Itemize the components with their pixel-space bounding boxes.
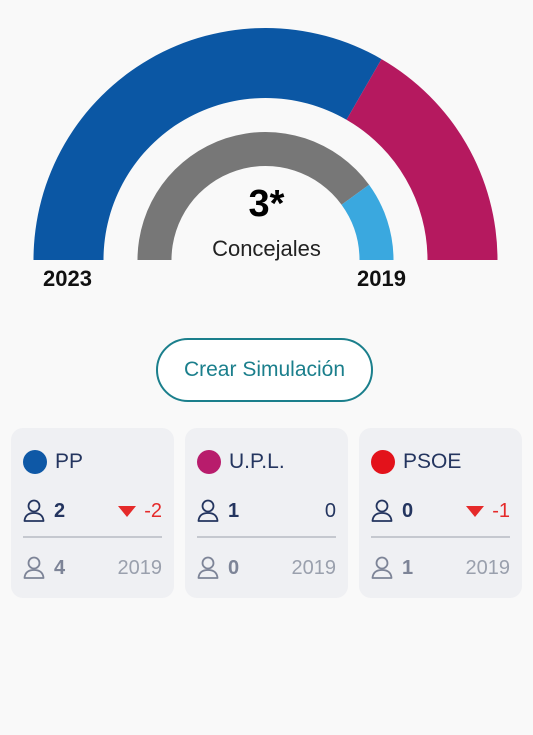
person-icon xyxy=(371,556,393,579)
seats-current: 1 xyxy=(228,499,240,522)
party-card-upl[interactable]: U.P.L. 1 0 0 2019 xyxy=(185,428,348,598)
seats-diff-value: -1 xyxy=(492,499,510,522)
total-seats-label: Concejales xyxy=(212,236,321,261)
seats-diff-value: 0 xyxy=(324,499,336,522)
person-icon xyxy=(371,499,393,522)
person-icon xyxy=(23,499,45,522)
party-color-dot xyxy=(197,450,221,474)
seats-previous: 1 xyxy=(402,556,414,579)
party-color-dot xyxy=(371,450,395,474)
seats-diff: -2 xyxy=(118,500,162,523)
down-triangle-icon xyxy=(466,505,485,517)
person-icon xyxy=(197,556,219,579)
party-card-pp[interactable]: PP 2 -2 4 2019 xyxy=(11,428,174,598)
seats-current: 2 xyxy=(54,499,66,522)
divider xyxy=(23,536,162,538)
year-current-label: 2023 xyxy=(43,266,92,291)
previous-year: 2019 xyxy=(465,556,511,579)
divider xyxy=(371,536,510,538)
create-simulation-button[interactable]: Crear Simulación xyxy=(156,338,373,402)
inner-ring-segment-psoe xyxy=(341,184,394,260)
total-seats: 3* xyxy=(248,183,285,225)
party-color-dot xyxy=(23,450,47,474)
outer-ring-segment-pp xyxy=(33,27,382,260)
person-icon xyxy=(23,556,45,579)
party-name: PSOE xyxy=(403,450,462,473)
divider xyxy=(197,536,336,538)
seats-diff-value: -2 xyxy=(144,499,162,522)
outer-ring-segment-u-p-l xyxy=(346,59,498,260)
seats-current: 0 xyxy=(402,499,414,522)
seats-diff: 0 xyxy=(325,500,336,523)
previous-year: 2019 xyxy=(117,556,163,579)
seats-previous: 0 xyxy=(228,556,240,579)
inner-ring-segment-pp xyxy=(137,132,370,260)
down-triangle-icon xyxy=(118,505,137,517)
party-name: PP xyxy=(55,450,84,473)
year-previous-label: 2019 xyxy=(357,266,406,291)
seats-chart xyxy=(33,27,498,260)
party-card-psoe[interactable]: PSOE 0 -1 1 2019 xyxy=(359,428,522,598)
previous-year: 2019 xyxy=(291,556,337,579)
person-icon xyxy=(197,499,219,522)
seats-previous: 4 xyxy=(54,556,66,579)
party-name: U.P.L. xyxy=(229,450,285,473)
seats-diff: -1 xyxy=(466,500,510,523)
